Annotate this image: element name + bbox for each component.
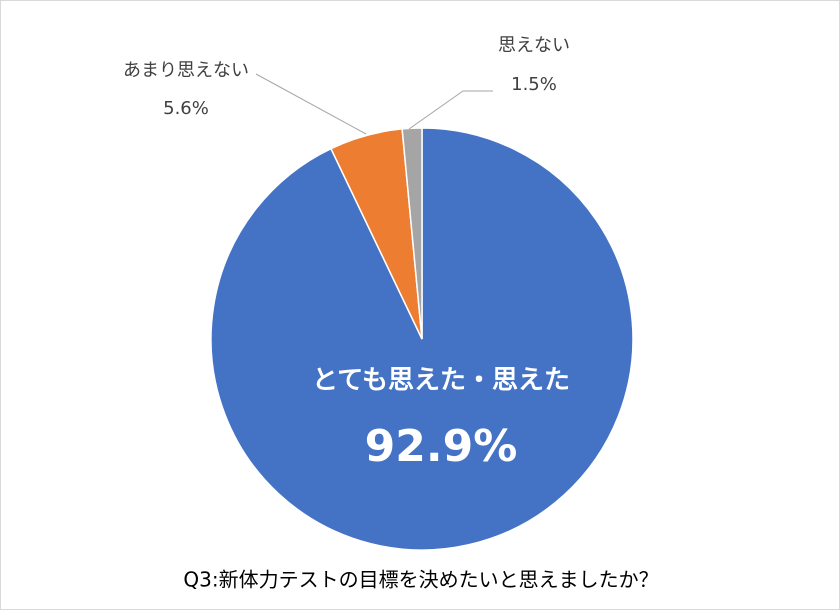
- pie-slice: [401, 127, 423, 340]
- slice-label: とても思えた・思えた: [312, 366, 570, 396]
- slice-label: あまり思えない: [123, 60, 249, 81]
- leader-line: [408, 90, 493, 130]
- leader-line: [255, 73, 367, 135]
- chart-title: Q3:新体力テストの目標を決めたいと思えましたか？: [183, 568, 658, 592]
- value-label: 92.9%: [365, 421, 518, 472]
- value-label: 5.6%: [163, 98, 209, 119]
- slice-label: 思えない: [498, 35, 570, 56]
- value-label: 1.5%: [511, 74, 557, 95]
